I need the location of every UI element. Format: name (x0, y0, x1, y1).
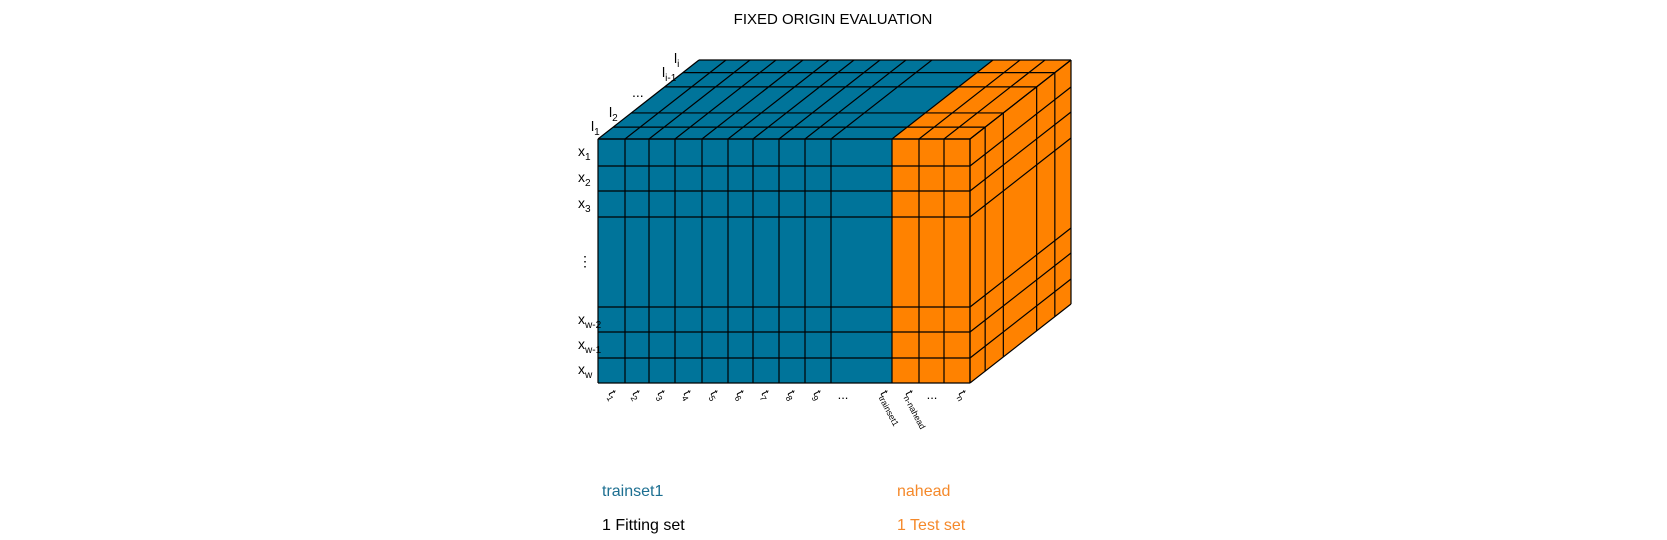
grid-line (969, 59, 1072, 140)
legend-test-label: 1 Test set (897, 517, 966, 534)
depth-label: li-1 (662, 64, 677, 84)
time-label: ... (927, 387, 938, 402)
grid-line (597, 59, 700, 140)
grid-line (969, 86, 1072, 167)
time-label: t8 (782, 388, 801, 403)
test-top-face (892, 60, 1071, 139)
legend-test-name: nahead (897, 483, 950, 500)
diagram-title: FIXED ORIGIN EVALUATION (734, 11, 933, 28)
time-label: tn (953, 388, 972, 403)
grid-line (969, 111, 1072, 192)
time-label: t6 (731, 388, 750, 403)
time-label: t7 (756, 388, 775, 403)
grid-line (969, 252, 1072, 333)
test-side-face (970, 60, 1071, 383)
axis-labels: x1 x2 x3 ⋮ xw-2 xw-1 xw l1 l2... li-1li t1 t2 t3 t4 t5… (578, 50, 972, 431)
time-label: ... (838, 387, 849, 402)
time-label: t2 (627, 388, 646, 403)
time-label: t5 (705, 388, 724, 403)
fitting-top-face (598, 60, 993, 139)
test-front-face (892, 139, 970, 383)
row-label: x2 (578, 169, 591, 189)
depth-label: l2 (609, 104, 618, 124)
row-label: x1 (578, 143, 591, 163)
grid-line (969, 303, 1072, 384)
row-label: xw-2 (578, 311, 602, 331)
time-label: t1 (603, 388, 622, 403)
row-label: xw-1 (578, 336, 602, 356)
row-label: x3 (578, 195, 591, 215)
time-label: t3 (652, 388, 671, 403)
time-label: t4 (678, 388, 697, 403)
legend-fitting-label: 1 Fitting set (602, 517, 685, 534)
grid-line (969, 227, 1072, 308)
time-label: t9 (808, 388, 827, 403)
legend-fitting-name: trainset1 (602, 483, 663, 500)
grid-line (969, 278, 1072, 359)
row-label: xw (578, 361, 593, 381)
depth-label: li (674, 50, 679, 70)
row-label: ⋮ (578, 253, 592, 269)
fitting-front-face (598, 139, 892, 383)
grid-line (969, 137, 1072, 218)
data-cube (597, 59, 1072, 384)
depth-label: l1 (591, 118, 600, 138)
depth-label: ... (632, 84, 644, 100)
